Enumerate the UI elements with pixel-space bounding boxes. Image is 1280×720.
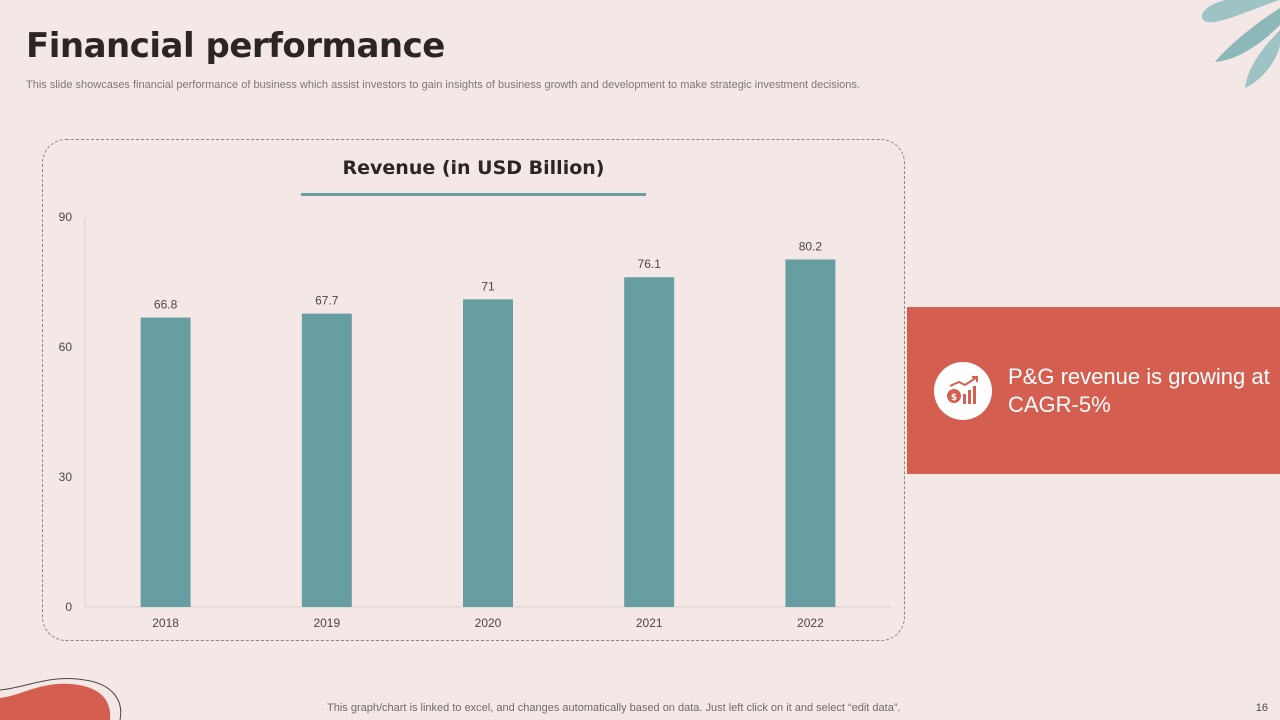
- chart-title: Revenue (in USD Billion): [342, 157, 605, 179]
- page-number: 16: [1255, 702, 1268, 714]
- y-tick-label: 90: [59, 210, 73, 224]
- data-label-2021: 76.1: [638, 257, 662, 271]
- x-tick-label-2020: 2020: [475, 616, 502, 630]
- bar-2022[interactable]: [785, 259, 836, 607]
- blob-decoration: [0, 678, 122, 720]
- bar-2019[interactable]: [301, 313, 352, 607]
- y-tick-label: 60: [59, 340, 73, 354]
- data-label-2022: 80.2: [799, 239, 823, 253]
- data-label-2020: 71: [481, 279, 495, 293]
- page-title: Financial performance: [26, 26, 445, 66]
- footer-note: This graph/chart is linked to excel, and…: [327, 702, 901, 714]
- y-tick-label: 0: [65, 600, 72, 614]
- bar-2021[interactable]: [624, 277, 675, 607]
- chart-title-underline: [301, 193, 646, 196]
- data-label-2018: 66.8: [154, 298, 178, 312]
- chart-container[interactable]: [42, 139, 905, 641]
- y-tick-label: 30: [59, 470, 73, 484]
- bar-2018[interactable]: [140, 317, 191, 607]
- x-tick-label-2022: 2022: [797, 616, 824, 630]
- revenue-growth-icon: $: [934, 362, 992, 420]
- x-tick-label-2019: 2019: [313, 616, 340, 630]
- data-label-2019: 67.7: [315, 294, 339, 308]
- x-tick-label-2018: 2018: [152, 616, 179, 630]
- bar-2020[interactable]: [463, 299, 513, 607]
- page-subtitle: This slide showcases financial performan…: [26, 79, 860, 91]
- svg-text:$: $: [951, 393, 957, 403]
- leaf-decoration: [1201, 0, 1280, 88]
- x-tick-label-2021: 2021: [636, 616, 663, 630]
- callout-text: P&G revenue is growing at CAGR-5%: [1008, 364, 1270, 417]
